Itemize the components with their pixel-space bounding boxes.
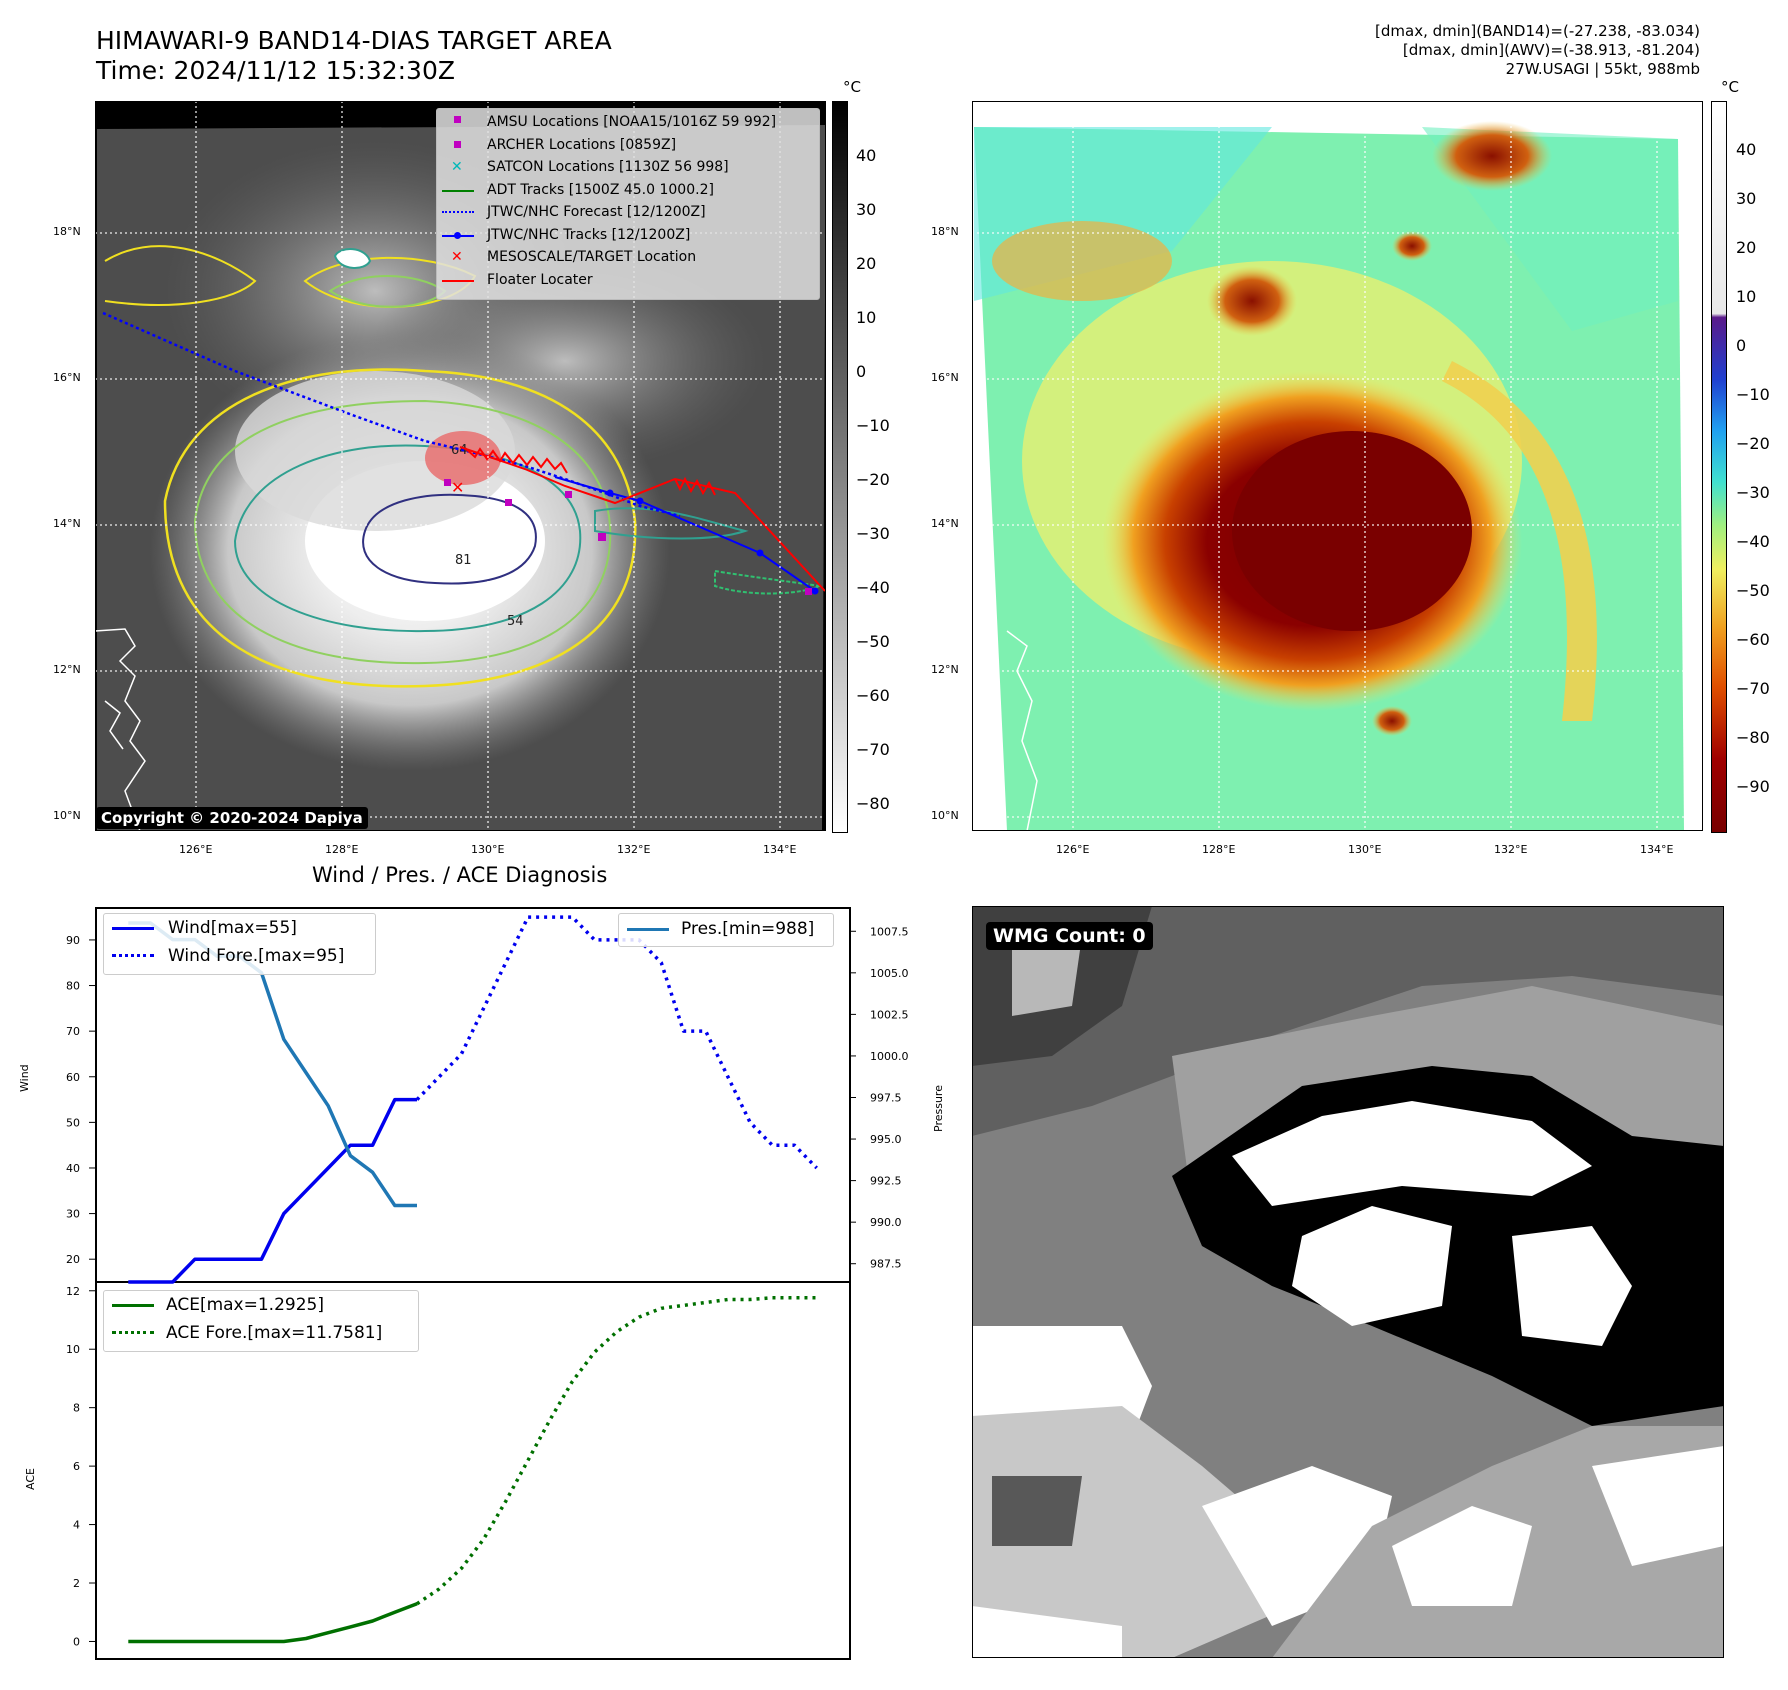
contour-label-81: 81 <box>455 553 472 568</box>
wmg-panel <box>972 906 1724 1658</box>
legend-item-amsu: AMSU Locations [NOAA15/1016Z 59 992] <box>437 109 819 134</box>
line-marker-icon <box>442 189 474 192</box>
ace-ytick-label: 2 <box>73 1577 80 1590</box>
legend-item-jtwc-forecast: JTWC/NHC Forecast [12/1200Z] <box>437 201 819 224</box>
pressure-ytick-label: 995.0 <box>870 1133 902 1146</box>
ace-axis-label: ACE <box>24 1468 37 1490</box>
ace-ytick-label: 4 <box>73 1519 80 1532</box>
chart-title-line2: Time: 2024/11/12 15:32:30Z <box>96 56 455 85</box>
ace-ytick-label: 0 <box>73 1635 80 1648</box>
map-legend: AMSU Locations [NOAA15/1016Z 59 992] ARC… <box>436 108 820 300</box>
square-marker-icon <box>454 140 461 148</box>
diagnosis-title: Wind / Pres. / ACE Diagnosis <box>312 863 608 887</box>
wmg-count-badge: WMG Count: 0 <box>986 922 1153 950</box>
pressure-ytick-label: 1005.0 <box>870 967 909 980</box>
pressure-ytick-label: 987.5 <box>870 1258 902 1271</box>
legend-item-ace-forecast: ACE Fore.[max=11.7581] <box>104 1319 418 1347</box>
wind-ytick-label: 40 <box>66 1162 80 1175</box>
wind-ytick-label: 60 <box>66 1071 80 1084</box>
pressure-ytick-label: 1007.5 <box>870 925 909 938</box>
dotted-line-icon <box>442 211 474 213</box>
ace-ytick-label: 12 <box>66 1285 80 1298</box>
svg-text:✕: ✕ <box>451 478 464 497</box>
contour-label-54: 54 <box>507 614 524 629</box>
legend-item-wind: Wind[max=55] <box>104 914 375 942</box>
wind-ytick-label: 50 <box>66 1116 80 1129</box>
line-marker-icon <box>442 279 474 282</box>
right-colorbar-unit: °C <box>1721 78 1739 96</box>
chart-title-line1: HIMAWARI-9 BAND14-DIAS TARGET AREA <box>96 26 612 55</box>
x-marker-icon: ✕ <box>451 249 463 265</box>
legend-item-wind-forecast: Wind Fore.[max=95] <box>104 942 375 970</box>
wind-ytick-label: 90 <box>66 934 80 947</box>
legend-item-jtwc-tracks: JTWC/NHC Tracks [12/1200Z] <box>437 224 819 247</box>
wind-ytick-label: 80 <box>66 980 80 993</box>
left-colorbar <box>832 101 848 833</box>
legend-item-ace: ACE[max=1.2925] <box>104 1291 418 1319</box>
ace-legend: ACE[max=1.2925] ACE Fore.[max=11.7581] <box>103 1290 419 1352</box>
legend-item-pressure: Pres.[min=988] <box>619 914 833 944</box>
ace-plot-frame <box>95 1281 851 1660</box>
square-marker-icon <box>454 116 461 123</box>
right-colorbar <box>1711 101 1727 833</box>
legend-item-satcon: ✕ SATCON Locations [1130Z 56 998] <box>437 156 819 179</box>
wind-ytick-label: 30 <box>66 1208 80 1221</box>
pressure-ytick-label: 990.0 <box>870 1216 902 1229</box>
info-storm: 27W.USAGI | 55kt, 988mb <box>1505 60 1700 78</box>
info-awv-range: [dmax, dmin](AWV)=(-38.913, -81.204) <box>1402 41 1700 59</box>
copyright-badge: Copyright © 2020-2024 Dapiya <box>96 807 368 829</box>
pressure-ytick-label: 1002.5 <box>870 1008 909 1021</box>
wind-series-line <box>128 1097 417 1284</box>
ace-ytick-label: 8 <box>73 1402 80 1415</box>
contour-label-64: 64 <box>451 443 468 458</box>
x-marker-icon: ✕ <box>451 159 463 175</box>
diagnosis-chart: 2030405060708090987.5990.0992.5995.0997.… <box>66 907 909 1660</box>
pressure-ytick-label: 992.5 <box>870 1175 902 1188</box>
wind-ytick-label: 70 <box>66 1025 80 1038</box>
left-colorbar-unit: °C <box>843 78 861 96</box>
pressure-ytick-label: 997.5 <box>870 1091 902 1104</box>
wind-axis-label: Wind <box>18 1064 31 1092</box>
pressure-ytick-label: 1000.0 <box>870 1050 909 1063</box>
wind-legend: Wind[max=55] Wind Fore.[max=95] <box>103 913 376 975</box>
ace-ytick-label: 10 <box>66 1343 80 1356</box>
ace-series-line <box>128 1602 418 1644</box>
wind-ytick-label: 20 <box>66 1253 80 1266</box>
pressure-legend: Pres.[min=988] <box>618 913 834 947</box>
wind-forecast-series-line <box>415 915 818 1170</box>
info-block: [dmax, dmin](BAND14)=(-27.238, -83.034) … <box>1375 22 1700 79</box>
legend-item-mesoscale: ✕ MESOSCALE/TARGET Location <box>437 246 819 269</box>
legend-item-adt: ADT Tracks [1500Z 45.0 1000.2] <box>437 179 819 202</box>
info-band14-range: [dmax, dmin](BAND14)=(-27.238, -83.034) <box>1375 22 1700 40</box>
pressure-axis-label: Pressure <box>932 1085 945 1132</box>
awv-map-panel <box>972 101 1703 831</box>
legend-item-archer: ARCHER Locations [0859Z] <box>437 134 819 157</box>
ace-ytick-label: 6 <box>73 1460 80 1473</box>
legend-item-floater: Floater Locater <box>437 269 819 292</box>
ace-forecast-series-line <box>416 1296 817 1606</box>
